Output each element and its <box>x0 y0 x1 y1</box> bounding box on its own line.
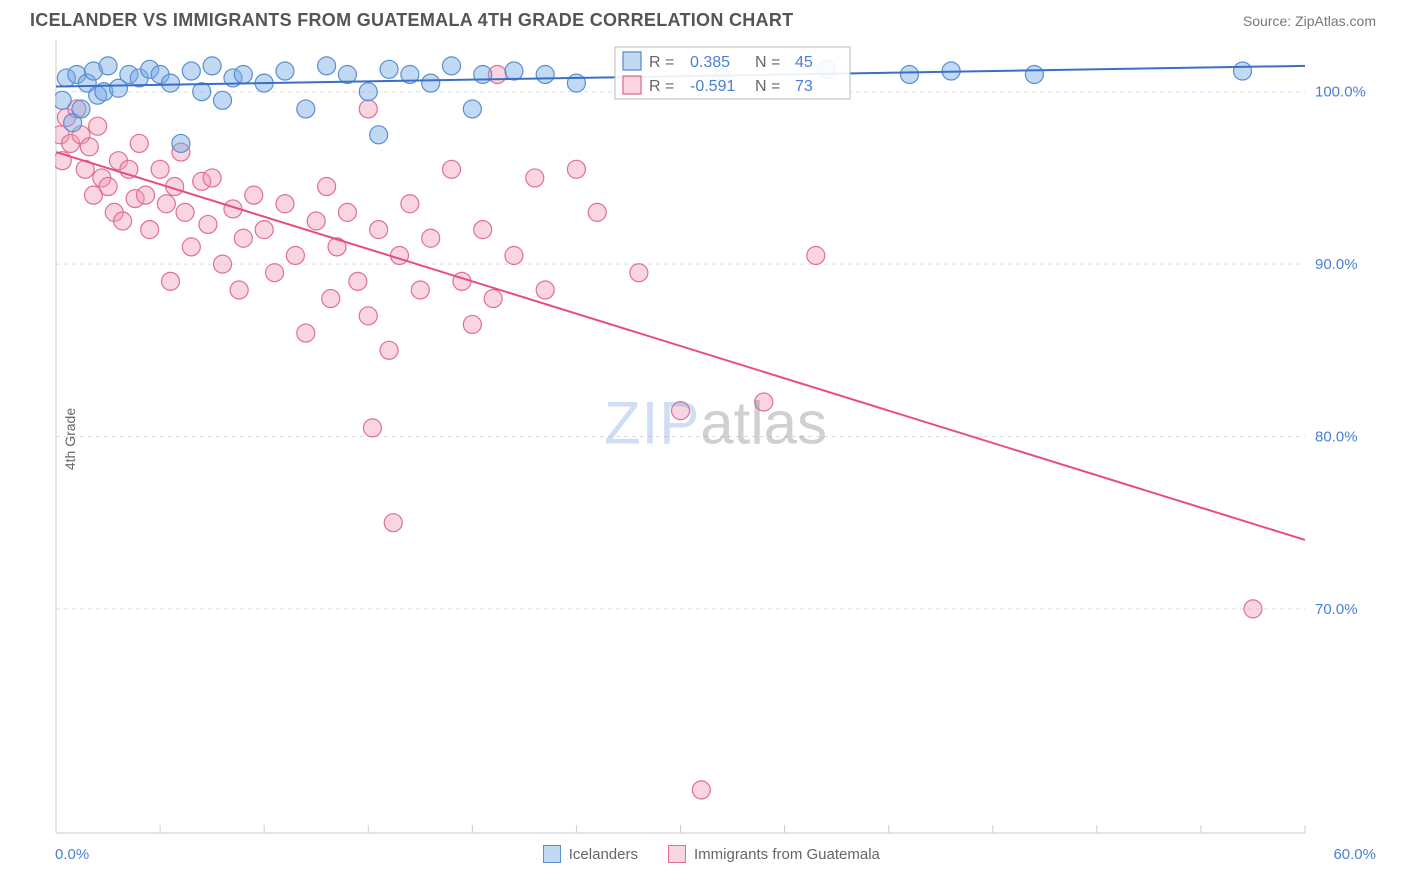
legend-label: Icelanders <box>569 846 638 863</box>
scatter-chart: 70.0% 80.0% 90.0% 100.0% R = 0.385 N = 45 R = -0.… <box>55 39 1375 834</box>
legend-swatch <box>543 845 561 863</box>
chart-container: 4th Grade 70.0% 80.0% 90.0% 100.0% R = 0.385 N… <box>55 39 1376 839</box>
x-axis-min-label: 0.0% <box>55 846 89 863</box>
source-attribution: Source: ZipAtlas.com <box>1243 13 1376 29</box>
legend-item: Icelanders <box>543 845 638 863</box>
svg-text:N =: N = <box>755 54 780 71</box>
svg-text:100.0%: 100.0% <box>1315 84 1366 101</box>
svg-text:N =: N = <box>755 78 780 95</box>
bottom-axis-legend: 0.0% Icelanders Immigrants from Guatemala… <box>55 845 1376 863</box>
svg-text:80.0%: 80.0% <box>1315 429 1358 446</box>
svg-text:R =: R = <box>649 78 674 95</box>
legend-label: Immigrants from Guatemala <box>694 846 880 863</box>
chart-title: ICELANDER VS IMMIGRANTS FROM GUATEMALA 4… <box>30 10 793 31</box>
legend-item: Immigrants from Guatemala <box>668 845 880 863</box>
svg-text:90.0%: 90.0% <box>1315 256 1358 273</box>
svg-text:0.385: 0.385 <box>690 54 730 71</box>
svg-text:70.0%: 70.0% <box>1315 601 1358 618</box>
svg-text:45: 45 <box>795 54 813 71</box>
y-axis-label: 4th Grade <box>62 408 78 470</box>
x-axis-max-label: 60.0% <box>1333 846 1376 863</box>
svg-text:73: 73 <box>795 78 813 95</box>
legend-swatch <box>668 845 686 863</box>
svg-text:R =: R = <box>649 54 674 71</box>
svg-text:-0.591: -0.591 <box>690 78 735 95</box>
